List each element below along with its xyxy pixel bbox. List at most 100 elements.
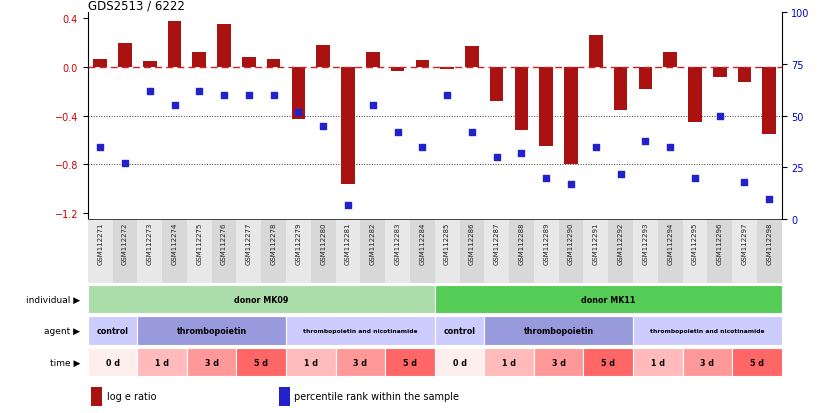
Point <box>366 103 380 109</box>
Text: GSM112281: GSM112281 <box>345 222 351 264</box>
FancyBboxPatch shape <box>88 348 137 376</box>
FancyBboxPatch shape <box>286 348 335 376</box>
Bar <box>490 68 503 102</box>
Text: 5 d: 5 d <box>254 358 268 367</box>
FancyBboxPatch shape <box>484 317 633 345</box>
Point <box>242 93 256 99</box>
Bar <box>385 220 410 284</box>
Bar <box>390 68 405 71</box>
Text: 5 d: 5 d <box>403 358 417 367</box>
Text: 3 d: 3 d <box>701 358 714 367</box>
Bar <box>311 220 335 284</box>
Bar <box>267 59 280 68</box>
Point <box>688 175 701 182</box>
Point <box>192 88 206 95</box>
Point <box>391 130 405 136</box>
Point <box>539 175 553 182</box>
Bar <box>707 220 732 284</box>
Bar <box>658 220 682 284</box>
Text: 5 d: 5 d <box>601 358 615 367</box>
Point <box>762 196 776 202</box>
FancyBboxPatch shape <box>584 348 633 376</box>
Bar <box>113 220 137 284</box>
Text: GSM112277: GSM112277 <box>246 222 252 264</box>
Bar <box>168 22 181 68</box>
Point <box>664 144 677 151</box>
Bar <box>88 220 113 284</box>
Point <box>317 123 330 130</box>
Text: 1 d: 1 d <box>502 358 516 367</box>
Bar <box>688 68 701 123</box>
Text: GSM112294: GSM112294 <box>667 222 673 264</box>
Bar <box>589 36 603 68</box>
Bar <box>217 25 231 68</box>
FancyBboxPatch shape <box>385 348 435 376</box>
Bar <box>286 220 311 284</box>
Text: 0 d: 0 d <box>105 358 120 367</box>
Text: GSM112283: GSM112283 <box>395 222 400 264</box>
Bar <box>360 220 385 284</box>
Bar <box>757 220 782 284</box>
FancyBboxPatch shape <box>534 348 584 376</box>
Text: log e ratio: log e ratio <box>106 391 156 401</box>
Text: percentile rank within the sample: percentile rank within the sample <box>294 391 459 401</box>
Text: GSM112286: GSM112286 <box>469 222 475 264</box>
Bar <box>292 68 305 120</box>
FancyBboxPatch shape <box>633 348 682 376</box>
Text: GSM112298: GSM112298 <box>767 222 772 264</box>
Bar <box>118 44 132 68</box>
Point <box>713 113 726 120</box>
Bar <box>609 220 633 284</box>
FancyBboxPatch shape <box>237 348 286 376</box>
Bar <box>737 68 752 83</box>
Point <box>441 93 454 99</box>
Text: 0 d: 0 d <box>452 358 466 367</box>
Bar <box>237 220 262 284</box>
FancyBboxPatch shape <box>286 317 435 345</box>
Bar <box>539 68 553 147</box>
FancyBboxPatch shape <box>435 317 484 345</box>
Bar <box>465 47 479 68</box>
Text: thrombopoietin and nicotinamide: thrombopoietin and nicotinamide <box>303 328 418 333</box>
Text: GSM112292: GSM112292 <box>618 222 624 264</box>
Text: thrombopoietin: thrombopoietin <box>176 326 247 335</box>
Bar <box>584 220 609 284</box>
Bar <box>91 387 102 406</box>
FancyBboxPatch shape <box>682 348 732 376</box>
Text: GSM112280: GSM112280 <box>320 222 326 264</box>
Point <box>738 179 752 186</box>
Point <box>217 93 231 99</box>
FancyBboxPatch shape <box>88 317 137 345</box>
Bar <box>515 68 528 131</box>
Point <box>465 130 478 136</box>
Text: GSM112276: GSM112276 <box>221 222 227 264</box>
Point <box>589 144 603 151</box>
Text: GSM112290: GSM112290 <box>568 222 574 264</box>
Bar <box>732 220 757 284</box>
Text: GSM112282: GSM112282 <box>370 222 375 264</box>
Text: donor MK09: donor MK09 <box>234 295 288 304</box>
Bar <box>435 220 460 284</box>
Text: 1 d: 1 d <box>303 358 318 367</box>
Point <box>292 109 305 116</box>
Text: GSM112293: GSM112293 <box>642 222 649 264</box>
Point <box>118 161 131 167</box>
Text: thrombopoietin and nicotinamide: thrombopoietin and nicotinamide <box>650 328 765 333</box>
Bar <box>663 53 677 68</box>
Text: GDS2513 / 6222: GDS2513 / 6222 <box>88 0 185 12</box>
Bar <box>633 220 658 284</box>
Point <box>341 202 354 209</box>
Bar <box>335 220 360 284</box>
Text: GSM112287: GSM112287 <box>494 222 500 264</box>
Bar <box>137 220 162 284</box>
Text: 5 d: 5 d <box>750 358 764 367</box>
Text: 1 d: 1 d <box>155 358 169 367</box>
Bar <box>713 68 726 78</box>
FancyBboxPatch shape <box>187 348 237 376</box>
Text: time ▶: time ▶ <box>50 358 80 367</box>
Bar <box>192 53 206 68</box>
Point <box>564 181 578 188</box>
Text: GSM112289: GSM112289 <box>543 222 549 264</box>
Bar <box>143 62 156 68</box>
Bar <box>278 387 290 406</box>
